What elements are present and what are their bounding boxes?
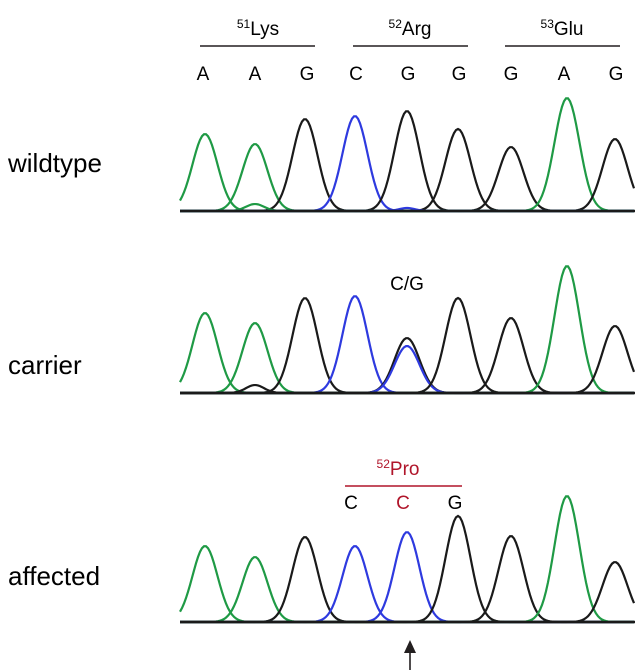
base-call-5: G	[401, 64, 416, 85]
codon-53-name: Glu	[554, 19, 584, 40]
codon-51-name: Lys	[250, 19, 279, 40]
codon-52-number: 52	[389, 17, 403, 31]
trace-wildtype	[179, 97, 635, 213]
svg-text:51Lys: 51Lys	[237, 17, 279, 40]
trace-peak-G-9	[180, 561, 635, 624]
trace-peak-G-8	[180, 317, 634, 395]
trace-peak-C-4	[180, 295, 634, 395]
codon-52-name: Arg	[402, 19, 432, 40]
base-call-4: C	[349, 64, 363, 85]
svg-text:52Pro: 52Pro	[377, 457, 420, 480]
trace-affected	[179, 495, 635, 624]
mutant-base-2: C	[396, 493, 410, 514]
trace-carrier	[179, 265, 635, 395]
sample-label-wildtype: wildtype	[7, 148, 102, 178]
trace-peak-G-3	[180, 536, 634, 624]
trace-peak-C-4	[180, 115, 634, 213]
base-call-9: G	[609, 64, 624, 85]
sample-label-carrier: carrier	[8, 350, 82, 380]
base-call-8: A	[558, 64, 571, 85]
mutant-base-1: C	[344, 493, 358, 514]
trace-peak-A-2	[180, 143, 634, 213]
mutant-base-3: G	[448, 493, 463, 514]
trace-peak-G-6	[180, 127, 634, 213]
base-call-6: G	[452, 64, 467, 85]
base-call-1: A	[197, 64, 210, 85]
codon-51-number: 51	[237, 17, 251, 31]
trace-peak-G-5	[180, 110, 634, 213]
base-call-7: G	[504, 64, 519, 85]
trace-peak-G-3	[180, 118, 634, 213]
trace-peak-G-9	[180, 138, 635, 213]
sample-label-affected: affected	[8, 561, 100, 591]
mutant-codon-number: 52	[377, 457, 391, 471]
svg-text:52Arg: 52Arg	[389, 17, 432, 40]
trace-peak-A-1	[179, 545, 634, 624]
mutant-codon-header: 52Pro C C G	[344, 457, 462, 514]
arrow-up-icon	[404, 640, 416, 670]
trace-peak-A-1	[179, 133, 634, 213]
trace-peak-A-2	[180, 556, 634, 624]
trace-peak-C-4	[180, 545, 634, 624]
codon-header-51: 51Lys	[200, 17, 315, 47]
codon-header-52: 52Arg	[353, 17, 468, 47]
trace-peak-G-7	[180, 535, 634, 624]
trace-peak-A-8	[180, 495, 634, 624]
trace-peak-A-1	[179, 312, 634, 395]
svg-text:53Glu: 53Glu	[541, 17, 584, 40]
base-call-2: A	[249, 64, 262, 85]
mutant-codon-name: Pro	[390, 459, 420, 480]
trace-peak-G-7	[180, 146, 634, 213]
codon-53-number: 53	[541, 17, 555, 31]
codon-header-53: 53Glu	[505, 17, 620, 47]
trace-peak-A-2	[180, 322, 634, 395]
base-call-3: G	[300, 64, 315, 85]
trace-peak-C-5	[180, 531, 634, 624]
base-calls: A A G C G G G A G	[197, 64, 624, 85]
carrier-heterozygous-annotation: C/G	[390, 274, 424, 295]
